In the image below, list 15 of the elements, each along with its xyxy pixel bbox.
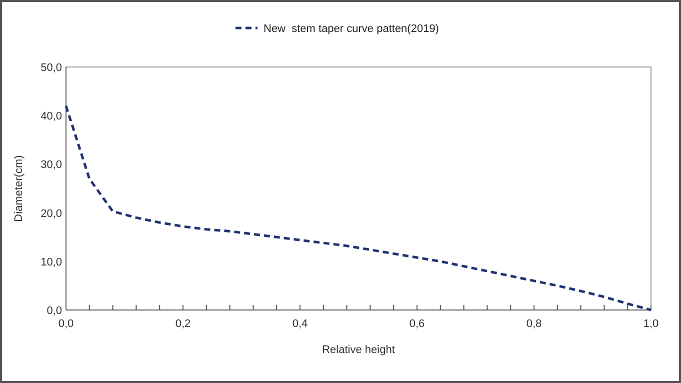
y-tick-label: 10,0 [40,256,62,268]
x-tick-label: 1,0 [643,318,659,330]
x-tick-label: 0,2 [175,318,191,330]
x-tick-label: 0,0 [58,318,74,330]
x-tick-label: 0,6 [409,318,425,330]
y-tick-label: 0,0 [46,305,62,317]
y-axis-title: Diameter(cm) [13,155,25,222]
legend-label: New stem taper curve patten(2019) [264,23,439,35]
x-tick-label: 0,8 [526,318,542,330]
y-tick-label: 30,0 [40,159,62,172]
y-tick-label: 20,0 [40,208,62,220]
y-tick-label: 50,0 [40,62,62,74]
x-axis-title: Relative height [322,344,395,356]
y-tick-label: 40,0 [40,110,62,123]
x-tick-label: 0,4 [292,318,308,330]
